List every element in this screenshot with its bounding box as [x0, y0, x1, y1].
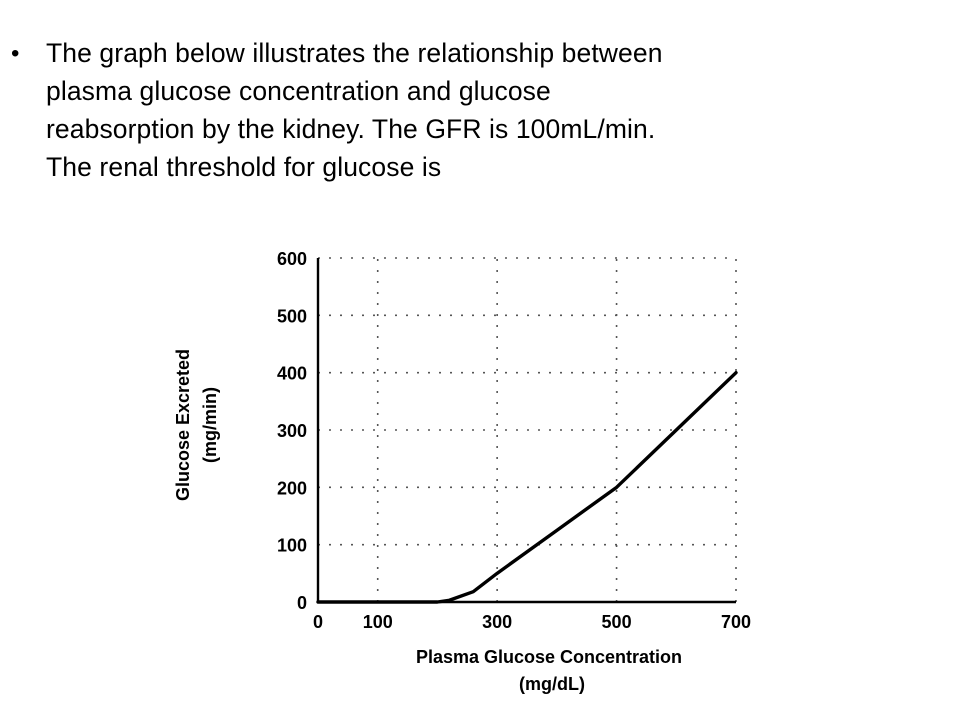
chart-grid — [318, 257, 737, 602]
y-axis-title-line2: (mg/min) — [200, 387, 220, 463]
bullet-marker: • — [11, 40, 20, 67]
y-tick-label: 600 — [277, 249, 307, 269]
question-block: • The graph below illustrates the relati… — [0, 34, 900, 186]
x-tick-label: 0 — [313, 612, 323, 632]
y-axis-title-line1: Glucose Excreted — [173, 349, 193, 501]
question-bullet-item: • The graph below illustrates the relati… — [0, 34, 900, 186]
x-tick-labels: 0 100 300 500 700 — [313, 612, 751, 632]
x-tick-label: 700 — [721, 612, 751, 632]
x-axis-title-line1: Plasma Glucose Concentration — [416, 647, 682, 667]
question-text: The graph below illustrates the relation… — [46, 38, 663, 182]
x-tick-label: 100 — [363, 612, 393, 632]
y-tick-label: 500 — [277, 306, 307, 326]
y-tick-label: 0 — [297, 593, 307, 613]
x-axis-title-line2: (mg/dL) — [519, 674, 585, 694]
excretion-curve — [316, 370, 738, 604]
y-tick-label: 100 — [277, 536, 307, 556]
y-tick-label: 300 — [277, 421, 307, 441]
x-tick-label: 300 — [482, 612, 512, 632]
y-tick-label: 200 — [277, 478, 307, 498]
y-tick-labels: 0 100 200 300 400 500 600 — [277, 249, 307, 613]
y-tick-label: 400 — [277, 364, 307, 384]
chart-series — [316, 370, 738, 604]
x-tick-label: 500 — [602, 612, 632, 632]
